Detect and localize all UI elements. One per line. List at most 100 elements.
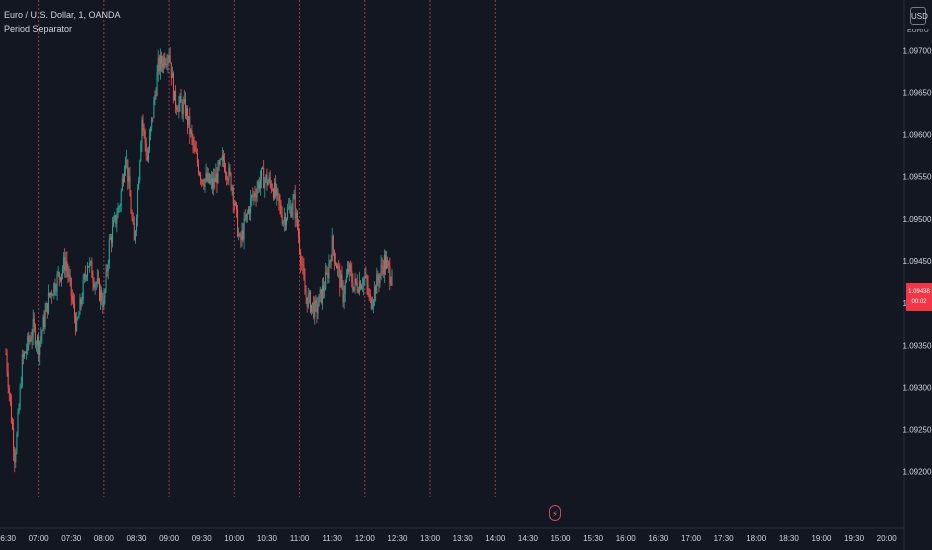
candle-body [43, 317, 45, 327]
candle-body [302, 264, 304, 266]
candle-body [68, 275, 70, 277]
candle-body [108, 239, 110, 264]
candle-body [119, 205, 121, 207]
candle-body [88, 266, 90, 268]
candle-body [378, 280, 380, 284]
x-tick-label: 07:30 [61, 534, 82, 543]
candle-body [391, 271, 393, 285]
candle-body [345, 276, 347, 282]
candle-body [282, 221, 284, 224]
candle-body [202, 179, 204, 185]
candle-body [180, 95, 182, 103]
candle-body [357, 290, 359, 293]
candle-body [32, 318, 34, 337]
candle-body [6, 353, 8, 372]
candle-body [75, 316, 77, 331]
candle-body [281, 215, 283, 224]
candle-body [312, 302, 314, 305]
candle-body [347, 268, 349, 272]
x-tick-label: 07:00 [29, 534, 50, 543]
x-tick-label: 12:30 [387, 534, 408, 543]
candle-body [241, 230, 243, 240]
lightning-icon[interactable]: ⚡ [549, 505, 561, 521]
candle-body [168, 55, 170, 58]
candle-body [15, 452, 17, 463]
candle-body [264, 179, 266, 189]
candle-body [387, 260, 389, 263]
candle-body [386, 260, 388, 269]
candle-body [231, 187, 233, 190]
candle-body [149, 135, 151, 151]
candle-body [333, 249, 335, 263]
candle-body [166, 63, 168, 65]
candle-body [80, 298, 82, 304]
candle-body [294, 194, 296, 219]
candle-body [234, 202, 236, 205]
candle-body [34, 326, 36, 345]
candle-body [147, 150, 149, 161]
candle-body [379, 273, 381, 284]
y-tick-label: 1.09450 [903, 257, 932, 266]
candle-body [100, 290, 102, 301]
x-tick-label: 09:30 [192, 534, 213, 543]
candle-body [277, 188, 279, 194]
candle-body [252, 195, 254, 197]
candle-body [214, 177, 216, 183]
candle-body [90, 261, 92, 263]
candle-body [28, 336, 30, 342]
candle-body [237, 209, 239, 237]
candle-body [95, 283, 97, 285]
candle-body [96, 278, 98, 284]
candle-body [5, 353, 7, 355]
candle-body [26, 350, 28, 354]
countdown-value: 00:02 [911, 299, 927, 305]
candle-body [84, 274, 86, 277]
candle-body [112, 226, 114, 243]
candle-body [339, 268, 341, 288]
candle-body [371, 305, 373, 309]
candle-body [122, 178, 124, 182]
x-tick-label: 10:30 [257, 534, 278, 543]
candle-body [87, 266, 89, 277]
candle-body [267, 182, 269, 186]
candle-body [192, 136, 194, 145]
candle-body [9, 393, 11, 402]
candle-body [201, 179, 203, 181]
currency-button[interactable]: USD [910, 7, 928, 25]
candle-body [389, 265, 391, 283]
candle-body [299, 237, 301, 252]
candle-body [47, 293, 49, 314]
candle-body [101, 290, 103, 303]
candle-body [316, 303, 318, 314]
candle-body [313, 302, 315, 318]
candle-body [199, 172, 201, 175]
x-tick-label: 08:30 [126, 534, 147, 543]
candle-body [172, 73, 174, 101]
candle-body [174, 90, 176, 101]
candle-body [162, 63, 164, 68]
candle-body [194, 146, 196, 152]
candle-body [53, 283, 55, 296]
candle-body [209, 180, 211, 183]
candle-body [7, 371, 9, 388]
candle-body [181, 102, 183, 115]
candle-body [41, 330, 43, 337]
candle-body [22, 354, 24, 357]
candle-body [208, 173, 210, 183]
candle-body [363, 278, 365, 286]
candle-body [92, 277, 94, 283]
candle-body [155, 95, 157, 97]
x-tick-label: 18:00 [746, 534, 767, 543]
candle-body [244, 218, 246, 220]
candle-body [193, 144, 195, 147]
candle-body [216, 173, 218, 184]
candle-body [353, 286, 355, 291]
candle-body [146, 156, 148, 161]
candle-body [354, 278, 356, 287]
candle-body [159, 55, 161, 71]
candle-body [375, 286, 377, 294]
candle-body [117, 208, 119, 218]
candle-body [63, 257, 65, 269]
candle-body [196, 152, 198, 163]
